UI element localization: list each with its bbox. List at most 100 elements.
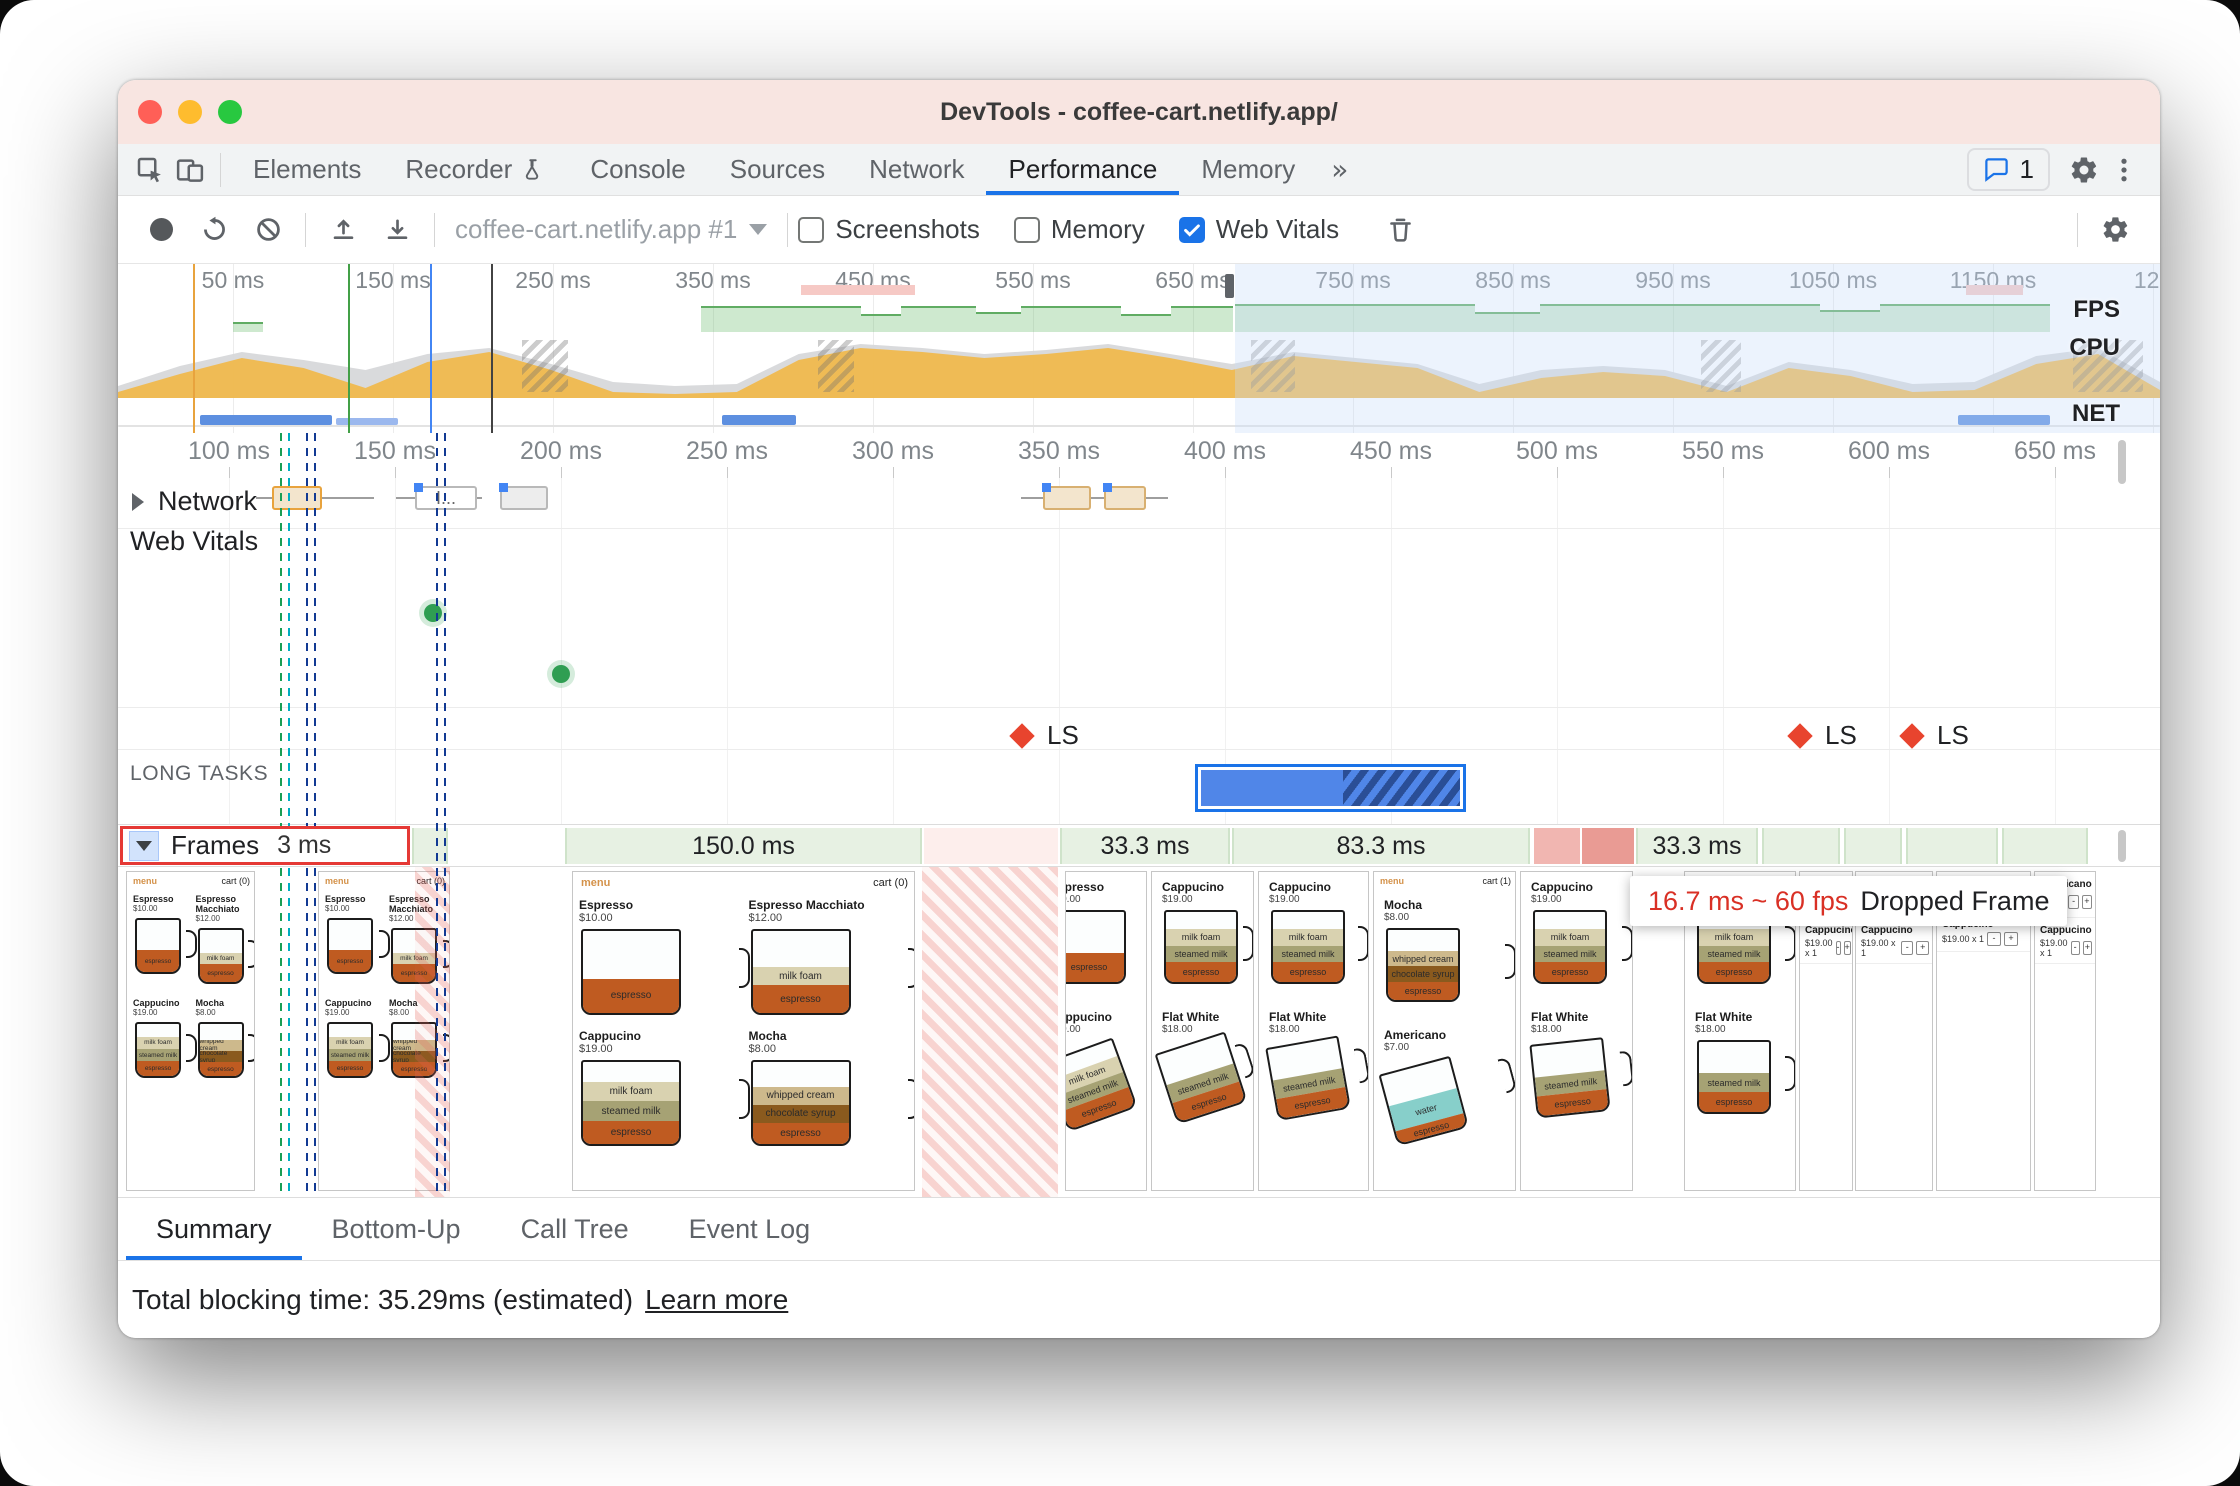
details-tab-bottom-up[interactable]: Bottom-Up [331,1213,461,1244]
issues-counter[interactable]: 1 [1966,148,2050,191]
tab-memory[interactable]: Memory [1179,144,1317,195]
web-vital-good-marker[interactable] [552,665,570,683]
timeline-event-marker-line [288,433,290,1197]
tab-recorder[interactable]: Recorder [383,144,568,195]
decrement-button[interactable]: - [2070,941,2080,955]
clear-recording-icon[interactable] [249,211,287,249]
close-button[interactable] [138,100,162,124]
network-request-bar[interactable] [1042,483,1091,510]
decrement-button[interactable]: - [1987,932,2002,946]
cup-layer-espresso: espresso [1273,962,1343,982]
save-profile-icon[interactable] [378,211,416,249]
inspect-element-icon[interactable] [130,150,170,190]
decrement-button[interactable]: - [2068,895,2079,909]
screenshot-cell[interactable]: menu cart (1) Mocha $8.00 whipped cream choco… [1373,871,1516,1191]
decrement-button[interactable]: - [1835,941,1841,955]
frame-segment[interactable]: 150.0 ms [565,828,922,864]
cup-layer-milk-foam: milk foam [752,967,849,986]
record-button[interactable] [150,218,173,241]
drink-price: $7.00 [1384,1042,1410,1053]
frame-segment[interactable] [924,828,1058,864]
scrollbar-thumb[interactable] [2118,830,2126,862]
profile-selector[interactable]: coffee-cart.netlify.app #1 [455,214,768,245]
scrollbar-thumb[interactable] [2118,440,2126,484]
minimize-button[interactable] [178,100,202,124]
long-frame-indicator [1966,285,2023,295]
checkbox-web-vitals[interactable]: Web Vitals [1178,214,1339,245]
network-disclosure-icon[interactable] [132,492,144,511]
drink-americano: Americano $7.00 water espresso [1374,1020,1515,1147]
drink-flat_white: Flat White $18.00 steamed milk espresso [1685,1002,1795,1114]
frame-segment[interactable]: 83.3 ms [1232,828,1530,864]
checkbox-memory[interactable]: Memory [1013,214,1145,245]
timeline-overview[interactable]: 50 ms 150 ms 250 ms 350 ms 450 ms 550 ms 650 m… [118,264,2160,434]
tab-console[interactable]: Console [568,144,707,195]
details-tab-event-log[interactable]: Event Log [688,1213,811,1244]
frames-disclosure-chip[interactable] [129,830,159,861]
tab-performance[interactable]: Performance [986,144,1179,195]
web-vital-good-marker[interactable] [424,604,442,622]
settings-gear-icon[interactable] [2064,150,2104,190]
ruler-label: 150 ms [354,437,436,465]
cup-handle [185,1034,197,1062]
layout-shift-marker[interactable]: LS [1009,720,1079,751]
frame-status-text: Dropped Frame [1860,885,2050,916]
screenshot-cell[interactable]: Espresso$10.00 espresso Cappucino$19.00 mil… [1065,871,1147,1191]
frame-segment[interactable] [2002,828,2088,864]
more-tabs-chevron[interactable]: » [1331,153,1349,186]
increment-button[interactable]: + [2081,895,2093,909]
learn-more-link[interactable]: Learn more [645,1283,789,1315]
cup-layer-chocolate-syrup: chocolate syrup [1388,966,1458,982]
coffee-cup: whipped cream chocolate syrup espresso [750,1060,851,1146]
garbage-collect-icon[interactable] [1381,211,1419,249]
zoom-button[interactable] [218,100,242,124]
drink-name: Cappucino [1065,1010,1112,1024]
cup-handle [908,947,914,989]
network-request-bar[interactable]: I... [414,483,477,510]
details-tab-summary[interactable]: Summary [126,1198,302,1260]
increment-button[interactable]: + [1843,941,1851,955]
drink-name: Espresso [325,894,366,904]
checkbox-screenshots[interactable]: Screenshots [798,214,980,245]
cart-item-detail: $19.00 x 1- + [2040,938,2092,958]
tab-label: Console [590,154,686,184]
long-task-bar[interactable] [1195,764,1466,812]
frames-selected-highlight[interactable]: Frames 3 ms [120,826,410,865]
details-tabbar: Summary Bottom-Up Call Tree Event Log [118,1197,2160,1260]
frame-segment[interactable] [412,828,448,864]
capture-settings-gear-icon[interactable] [2096,211,2134,249]
tab-elements[interactable]: Elements [231,144,383,195]
layout-shift-marker[interactable]: LS [1899,720,1969,751]
frame-segment[interactable] [1844,828,1902,864]
frame-segment[interactable] [1582,828,1634,864]
increment-button[interactable]: + [1916,941,1929,955]
reload-and-record-icon[interactable] [195,211,233,249]
network-request-bar[interactable] [1103,483,1146,510]
overview-event-marker [491,264,493,433]
increment-button[interactable]: + [2004,932,2019,946]
kebab-menu-icon[interactable] [2104,150,2144,190]
decrement-button[interactable]: - [1900,941,1914,955]
load-profile-icon[interactable] [324,211,362,249]
details-tab-call-tree[interactable]: Call Tree [520,1213,629,1244]
device-toolbar-icon[interactable] [170,150,210,190]
overview-selection-handle[interactable] [1225,274,1234,298]
drink-espresso: Espresso$10.00 espresso [133,894,197,984]
tab-network[interactable]: Network [847,144,986,195]
frame-segment[interactable]: 33.3 ms [1060,828,1230,864]
layout-shift-marker[interactable]: LS [1787,720,1857,751]
network-request-bar[interactable] [499,483,548,510]
frame-segment[interactable] [1762,828,1840,864]
frame-segment[interactable]: 33.3 ms [1636,828,1758,864]
increment-button[interactable]: + [2082,941,2092,955]
frame-segment[interactable] [1906,828,1998,864]
frame-segment[interactable] [1534,828,1580,864]
tab-sources[interactable]: Sources [708,144,847,195]
